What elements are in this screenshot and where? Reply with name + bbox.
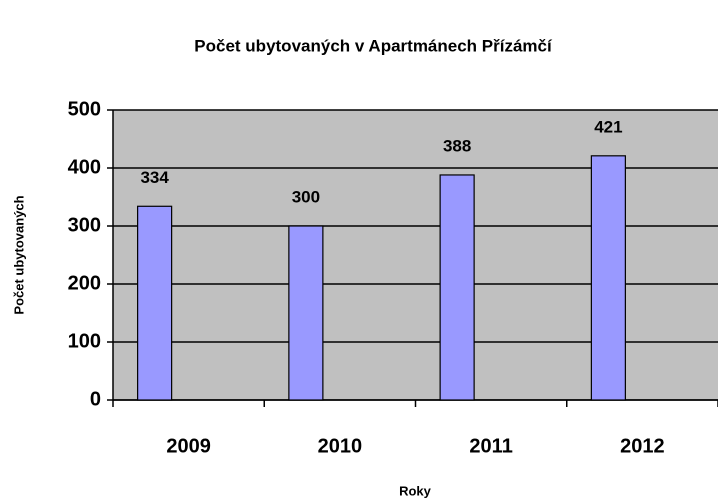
- value-label: 388: [443, 136, 471, 155]
- bar: [137, 205, 173, 401]
- x-tick-label: 2011: [469, 435, 512, 457]
- y-tick-label: 300: [68, 214, 101, 236]
- bar: [590, 155, 626, 401]
- chart-title: Počet ubytovaných v Apartmánech Přízámčí: [194, 36, 553, 55]
- x-tick-label: 2009: [166, 435, 211, 457]
- value-label: 421: [594, 117, 622, 136]
- y-tick-label: 0: [90, 388, 101, 410]
- bar: [439, 174, 475, 401]
- x-tick-label: 2012: [620, 435, 665, 457]
- y-tick-label: 400: [68, 156, 101, 178]
- value-label: 334: [140, 168, 169, 187]
- bar: [288, 225, 324, 401]
- y-axis-title: Počet ubytovaných: [11, 195, 26, 314]
- x-axis-title: Roky: [399, 483, 432, 498]
- y-tick-label: 100: [68, 330, 101, 352]
- x-tick-label: 2010: [318, 435, 363, 457]
- plot-area: [113, 110, 718, 400]
- y-tick-label: 200: [68, 272, 101, 294]
- value-label: 300: [292, 187, 320, 206]
- y-tick-label: 500: [68, 98, 101, 120]
